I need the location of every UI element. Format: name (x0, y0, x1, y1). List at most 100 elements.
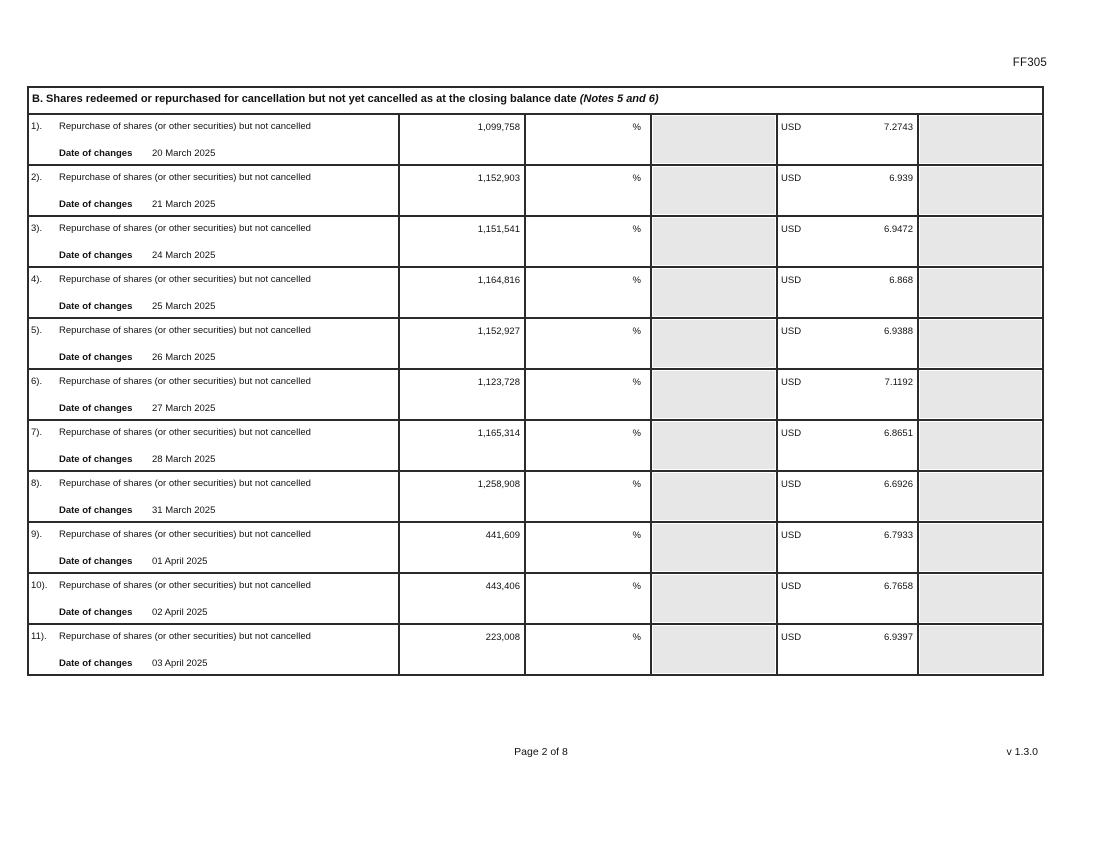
row-index: 1). (31, 121, 43, 132)
price-value: 7.2743 (883, 122, 913, 133)
date-value: 03 April 2025 (152, 658, 208, 669)
date-of-changes-label: Date of changes (59, 454, 133, 465)
price-cell: USD 6.7933 (776, 523, 917, 572)
description-cell: 6). Repurchase of shares (or other secur… (29, 370, 398, 419)
shaded-cell (917, 217, 1042, 266)
price-value: 6.9472 (883, 224, 913, 235)
table-row: 7). Repurchase of shares (or other secur… (29, 419, 1042, 470)
price-value: 6.939 (889, 173, 913, 184)
quantity-value: 443,406 (398, 574, 524, 623)
shaded-cell (917, 523, 1042, 572)
row-description: Repurchase of shares (or other securitie… (59, 325, 311, 336)
shaded-field (653, 167, 775, 214)
description-cell: 4). Repurchase of shares (or other secur… (29, 268, 398, 317)
date-of-changes-label: Date of changes (59, 607, 133, 618)
price-cell: USD 6.939 (776, 166, 917, 215)
row-description: Repurchase of shares (or other securitie… (59, 223, 311, 234)
price-cell: USD 6.8651 (776, 421, 917, 470)
shaded-field (653, 116, 775, 163)
shaded-cell (650, 421, 776, 470)
shaded-cell (650, 370, 776, 419)
shaded-cell (650, 574, 776, 623)
shaded-field (920, 269, 1041, 316)
date-value: 25 March 2025 (152, 301, 216, 312)
percent-cell: % (524, 370, 650, 419)
currency-label: USD (781, 632, 802, 643)
page-number: Page 2 of 8 (514, 746, 568, 758)
section-b-table: B. Shares redeemed or repurchased for ca… (27, 86, 1044, 676)
date-value: 20 March 2025 (152, 148, 216, 159)
shaded-cell (917, 268, 1042, 317)
percent-cell: % (524, 421, 650, 470)
percent-cell: % (524, 574, 650, 623)
form-code-label: FF305 (1012, 57, 1047, 69)
currency-label: USD (781, 326, 802, 337)
shaded-field (653, 371, 775, 418)
price-value: 6.868 (889, 275, 913, 286)
shaded-cell (917, 472, 1042, 521)
shaded-cell (650, 217, 776, 266)
percent-cell: % (524, 268, 650, 317)
shaded-field (653, 524, 775, 571)
currency-label: USD (781, 275, 802, 286)
shaded-field (653, 269, 775, 316)
shaded-cell (650, 115, 776, 164)
row-index: 10). (31, 580, 48, 591)
section-title: B. Shares redeemed or repurchased for ca… (29, 88, 1042, 113)
percent-cell: % (524, 319, 650, 368)
shaded-field (920, 167, 1041, 214)
description-cell: 8). Repurchase of shares (or other secur… (29, 472, 398, 521)
date-of-changes-label: Date of changes (59, 403, 133, 414)
description-cell: 9). Repurchase of shares (or other secur… (29, 523, 398, 572)
date-of-changes-label: Date of changes (59, 148, 133, 159)
shaded-field (920, 626, 1041, 673)
shaded-cell (917, 166, 1042, 215)
currency-label: USD (781, 224, 802, 235)
price-cell: USD 6.9472 (776, 217, 917, 266)
price-value: 6.7933 (883, 530, 913, 541)
price-value: 6.7658 (883, 581, 913, 592)
date-value: 02 April 2025 (152, 607, 208, 618)
shaded-field (653, 320, 775, 367)
version-label: v 1.3.0 (1006, 746, 1038, 758)
currency-label: USD (781, 122, 802, 133)
price-cell: USD 7.1192 (776, 370, 917, 419)
currency-label: USD (781, 479, 802, 490)
row-index: 2). (31, 172, 43, 183)
row-description: Repurchase of shares (or other securitie… (59, 376, 311, 387)
currency-label: USD (781, 428, 802, 439)
shaded-cell (650, 166, 776, 215)
row-description: Repurchase of shares (or other securitie… (59, 427, 311, 438)
row-index: 4). (31, 274, 43, 285)
table-row: 4). Repurchase of shares (or other secur… (29, 266, 1042, 317)
shaded-field (920, 218, 1041, 265)
date-value: 31 March 2025 (152, 505, 216, 516)
price-cell: USD 6.868 (776, 268, 917, 317)
table-row: 11). Repurchase of shares (or other secu… (29, 623, 1042, 674)
quantity-value: 1,123,728 (398, 370, 524, 419)
table-row: 1). Repurchase of shares (or other secur… (29, 113, 1042, 164)
description-cell: 10). Repurchase of shares (or other secu… (29, 574, 398, 623)
table-row: 5). Repurchase of shares (or other secur… (29, 317, 1042, 368)
shaded-cell (917, 319, 1042, 368)
table-row: 2). Repurchase of shares (or other secur… (29, 164, 1042, 215)
date-of-changes-label: Date of changes (59, 556, 133, 567)
percent-cell: % (524, 625, 650, 674)
row-index: 11). (31, 631, 47, 642)
currency-label: USD (781, 581, 802, 592)
date-of-changes-label: Date of changes (59, 658, 133, 669)
date-value: 27 March 2025 (152, 403, 216, 414)
shaded-cell (917, 370, 1042, 419)
row-description: Repurchase of shares (or other securitie… (59, 274, 311, 285)
row-description: Repurchase of shares (or other securitie… (59, 529, 311, 540)
date-of-changes-label: Date of changes (59, 352, 133, 363)
shaded-field (920, 524, 1041, 571)
price-value: 7.1192 (884, 377, 913, 388)
shaded-cell (650, 472, 776, 521)
shaded-field (920, 575, 1041, 622)
price-value: 6.9397 (883, 632, 913, 643)
date-value: 21 March 2025 (152, 199, 216, 210)
shaded-field (653, 218, 775, 265)
quantity-value: 1,152,927 (398, 319, 524, 368)
